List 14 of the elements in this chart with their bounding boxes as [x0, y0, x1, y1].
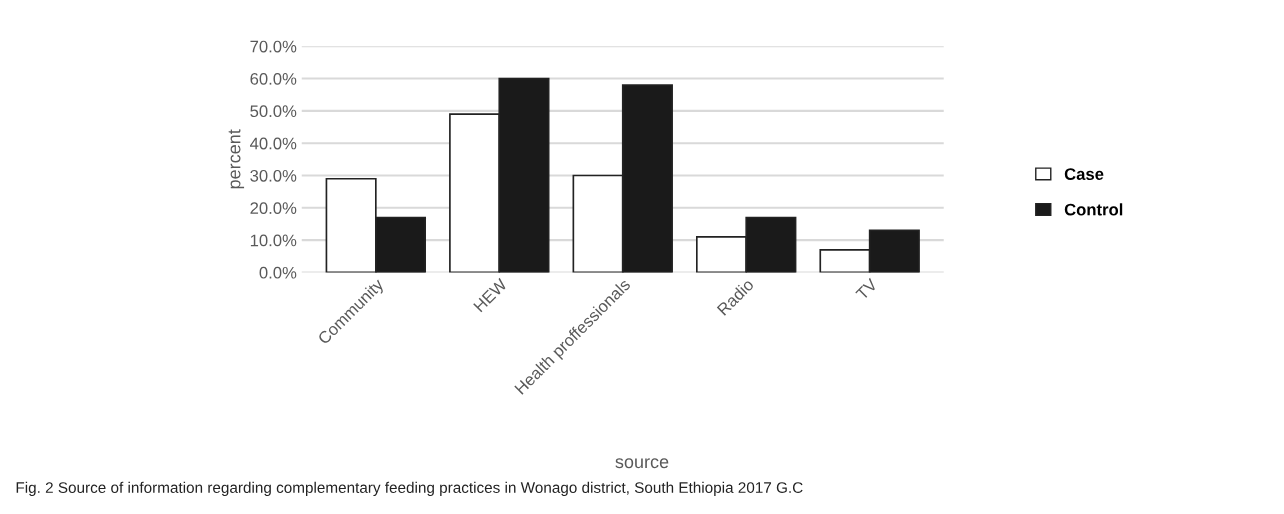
y-tick-label: 50.0% [250, 105, 297, 118]
y-tick-label: 20.0% [250, 202, 297, 215]
y-tick-label: 60.0% [250, 72, 297, 85]
x-axis-title: source [615, 458, 669, 469]
y-tick-label: 10.0% [250, 234, 297, 247]
x-tick-label: TV [855, 277, 879, 301]
y-tick-label: 40.0% [250, 137, 297, 150]
legend-label: Case [1064, 168, 1104, 180]
y-tick-label: 70.0% [250, 40, 297, 53]
y-tick-label: 30.0% [250, 169, 297, 182]
y-axis-title: percent [228, 129, 245, 189]
legend-label: Control [1064, 203, 1123, 216]
y-tick-label: 0.0% [259, 266, 297, 279]
caption: Fig. 2 Source of information regarding complementary feeding practices in Wonago district, South Ethiopia 2017 G.C [16, 481, 803, 497]
